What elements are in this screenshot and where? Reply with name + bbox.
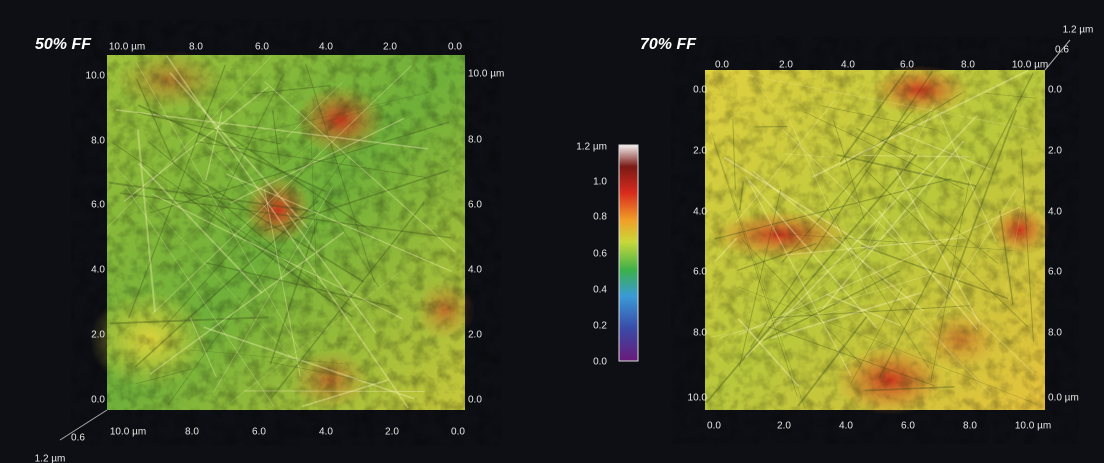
axis-label: 2.0 <box>468 330 482 341</box>
axis-label: 2.0 <box>385 427 399 438</box>
axis-label: 10.0 µm <box>1015 421 1051 432</box>
panel-title: 70% FF <box>640 36 697 53</box>
z-label: 1.2 µm <box>1063 25 1094 36</box>
panel-title: 50% FF <box>35 36 92 53</box>
color-bar-label: 1.0 <box>593 177 607 188</box>
axis-label: 8.0 <box>693 328 707 339</box>
axis-label: 10.0 µm <box>110 427 146 438</box>
color-bar-label: 0.6 <box>593 249 607 260</box>
color-bar-label: 0.2 <box>593 321 607 332</box>
z-label: 0.6 <box>1055 45 1069 56</box>
axis-label: 2.0 <box>779 60 793 71</box>
axis-label: 10.0 µm <box>1012 60 1048 71</box>
axis-label: 0.0 <box>715 60 729 71</box>
axis-label: 2.0 <box>91 330 105 341</box>
axis-label: 4.0 <box>839 421 853 432</box>
axis-label: 0.0 <box>693 85 707 96</box>
page: 50% FF 70% FF 10.0 µm 8.0 6.0 4.0 2.0 0.0 10.0… <box>0 0 1104 463</box>
color-bar-label: 0.4 <box>593 285 607 296</box>
axis-label: 8.0 <box>185 427 199 438</box>
axis-label: 6.0 <box>900 60 914 71</box>
axis-label: 6.0 <box>255 42 269 53</box>
axis-label: 0.0 µm <box>1048 393 1079 404</box>
axis-label: 4.0 <box>841 60 855 71</box>
axis-label: 8.0 <box>963 421 977 432</box>
axis-label: 8.0 <box>961 60 975 71</box>
z-label: 0.6 <box>71 433 85 444</box>
axis-label: 6.0 <box>91 200 105 211</box>
axis-label: 4.0 <box>91 265 105 276</box>
color-bar-label: 1.2 µm <box>576 142 607 153</box>
axis-label: 0.0 <box>91 395 105 406</box>
axis-label: 10.0 <box>86 71 106 82</box>
axis-label: 0.0 <box>1048 85 1062 96</box>
axis-label: 4.0 <box>1048 207 1062 218</box>
z-label: 1.2 µm <box>35 454 66 463</box>
axis-label: 2.0 <box>777 421 791 432</box>
axis-label: 6.0 <box>1048 267 1062 278</box>
axis-label: 8.0 <box>189 42 203 53</box>
axis-label: 10.0 <box>688 393 708 404</box>
axis-label: 2.0 <box>383 42 397 53</box>
axis-label: 10.0 µm <box>109 42 145 53</box>
axis-label: 2.0 <box>693 146 707 157</box>
surface-70 <box>705 65 1050 415</box>
axis-label: 6.0 <box>252 427 266 438</box>
figure: 50% FF 70% FF 10.0 µm 8.0 6.0 4.0 2.0 0.0 10.0… <box>0 0 1104 463</box>
color-bar <box>619 145 638 361</box>
axis-label: 4.0 <box>468 265 482 276</box>
axis-label: 4.0 <box>319 42 333 53</box>
axis-label: 4.0 <box>319 427 333 438</box>
color-bar-label: 0.8 <box>593 212 607 223</box>
axis-label: 8.0 <box>91 136 105 147</box>
axis-label: 2.0 <box>1048 146 1062 157</box>
axis-label: 0.0 <box>451 427 465 438</box>
axis-label: 10.0 µm <box>468 69 504 80</box>
axis-label: 6.0 <box>468 200 482 211</box>
axis-label: 8.0 <box>468 135 482 146</box>
axis-label: 4.0 <box>693 207 707 218</box>
axis-label: 0.0 <box>707 421 721 432</box>
color-bar-label: 0.0 <box>593 357 607 368</box>
axis-label: 6.0 <box>901 421 915 432</box>
axis-label: 0.0 <box>468 395 482 406</box>
axis-label: 6.0 <box>693 267 707 278</box>
axis-label: 8.0 <box>1048 328 1062 339</box>
surface-50 <box>90 50 475 410</box>
axis-label: 0.0 <box>448 42 462 53</box>
